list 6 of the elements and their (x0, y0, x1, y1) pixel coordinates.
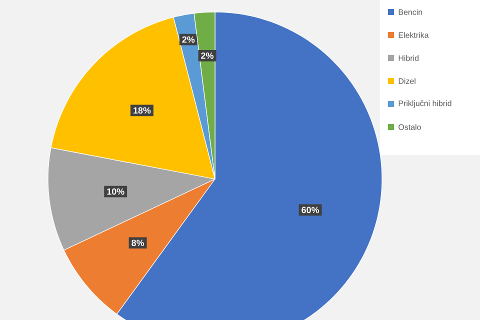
data-label: 60% (302, 206, 320, 214)
data-label: 10% (107, 188, 124, 195)
data-label: 8% (132, 240, 144, 246)
data-label: 2% (182, 36, 195, 43)
data-label: 2% (201, 52, 214, 59)
data-label: 18% (134, 107, 151, 114)
